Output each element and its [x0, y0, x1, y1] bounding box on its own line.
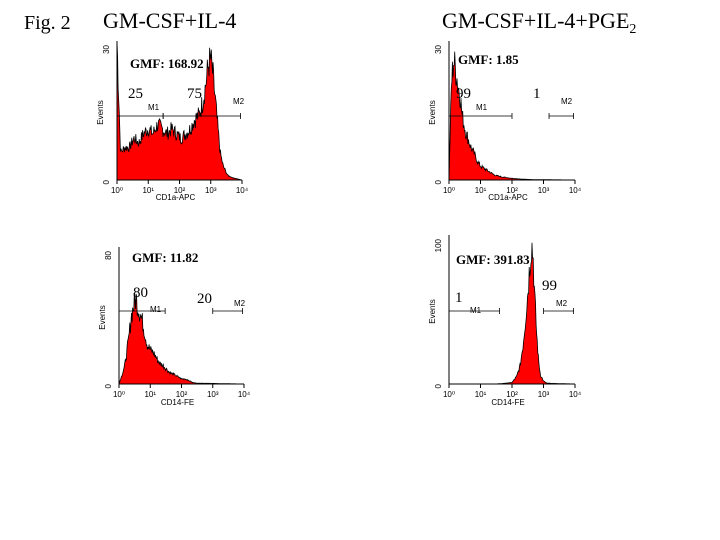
y-axis-label: Events — [428, 299, 437, 323]
gate-percent-m2: 20 — [197, 291, 212, 307]
histogram-panel-4: 10⁰ 10¹ 10² 10³ 10⁴ CD14-FE 100 0 Events GMF: 391… — [428, 235, 582, 407]
y-tick-label-max: 30 — [434, 44, 443, 53]
x-axis-label: CD1a-APC — [156, 193, 196, 202]
x-axis-label: CD14-FE — [161, 398, 194, 407]
x-tick-label: 10⁰ — [443, 390, 455, 399]
gate-label-m2: M2 — [233, 97, 245, 106]
gate-percent-m1: 80 — [133, 285, 148, 301]
histogram-area — [116, 41, 243, 181]
x-tick-label: 10³ — [538, 186, 550, 195]
y-tick-label-min: 0 — [434, 383, 443, 388]
y-tick-label-max: 100 — [434, 238, 443, 252]
x-tick-label: 10² — [506, 390, 518, 399]
gate-label-m1: M1 — [148, 103, 160, 112]
histogram-panel-3: 10⁰ 10¹ 10² 10³ 10⁴ CD14-FE 80 0 Events GMF: 11.8… — [98, 247, 251, 407]
gate-percent-m2: 75 — [187, 86, 202, 102]
y-tick-label-max: 30 — [102, 44, 111, 53]
histogram-panel-1: 10⁰ 10¹ 10² 10³ 10⁴ CD1a-APC 30 0 Events GMF: 168… — [96, 41, 249, 202]
x-tick-label: 10³ — [205, 186, 217, 195]
y-tick-label-max: 80 — [104, 250, 113, 259]
x-tick-label: 10⁴ — [569, 390, 582, 399]
column-title-pge2: GM-CSF+IL-4+PGE2 — [442, 8, 636, 38]
gmf-value: GMF: 11.82 — [132, 250, 198, 265]
histogram-panel-2: 10⁰ 10¹ 10² 10³ 10⁴ CD1a-APC 30 0 Events GMF: 1.8… — [428, 41, 582, 202]
column-title-control: GM-CSF+IL-4 — [103, 8, 237, 33]
gate-percent-m2: 1 — [533, 86, 541, 102]
x-tick-label: 10⁰ — [443, 186, 455, 195]
gate-label-m2: M2 — [561, 97, 573, 106]
x-tick-label: 10¹ — [144, 390, 156, 399]
x-tick-label: 10² — [506, 186, 518, 195]
x-tick-label: 10⁰ — [111, 186, 123, 195]
gate-percent-m2: 99 — [542, 278, 557, 294]
x-tick-label: 10⁴ — [569, 186, 582, 195]
y-tick-label-min: 0 — [102, 179, 111, 184]
y-axis-label: Events — [98, 305, 107, 329]
x-tick-label: 10³ — [538, 390, 550, 399]
gmf-value: GMF: 391.83 — [456, 252, 530, 267]
x-axis-label: CD14-FE — [491, 398, 524, 407]
column-title-pge2-subscript: 2 — [629, 22, 637, 37]
gate-label-m1: M1 — [476, 103, 488, 112]
x-axis-label: CD1a-APC — [488, 193, 528, 202]
y-axis-label: Events — [428, 100, 437, 124]
x-tick-label: 10¹ — [475, 186, 487, 195]
y-tick-label-min: 0 — [434, 179, 443, 184]
x-tick-label: 10² — [176, 390, 188, 399]
x-tick-label: 10¹ — [142, 186, 154, 195]
gate-percent-m1: 99 — [456, 86, 471, 102]
x-tick-label: 10³ — [207, 390, 219, 399]
column-title-pge2-text: GM-CSF+IL-4+PGE — [442, 8, 630, 33]
gate-percent-m1: 1 — [455, 290, 463, 306]
x-tick-label: 10¹ — [475, 390, 487, 399]
y-tick-label-min: 0 — [104, 383, 113, 388]
gate-label-m1: M1 — [470, 306, 482, 315]
y-axis-label: Events — [96, 100, 105, 124]
x-tick-label: 10⁴ — [236, 186, 249, 195]
x-tick-label: 10⁴ — [238, 390, 251, 399]
gmf-value: GMF: 1.85 — [458, 52, 519, 67]
x-tick-label: 10⁰ — [113, 390, 125, 399]
gate-label-m2: M2 — [234, 299, 246, 308]
figure-label: Fig. 2 — [24, 12, 71, 34]
histogram-area — [118, 292, 244, 385]
gmf-value: GMF: 168.92 — [130, 56, 204, 71]
gate-label-m1: M1 — [150, 305, 162, 314]
x-tick-label: 10² — [174, 186, 186, 195]
gate-percent-m1: 25 — [128, 86, 143, 102]
gate-label-m2: M2 — [556, 299, 568, 308]
